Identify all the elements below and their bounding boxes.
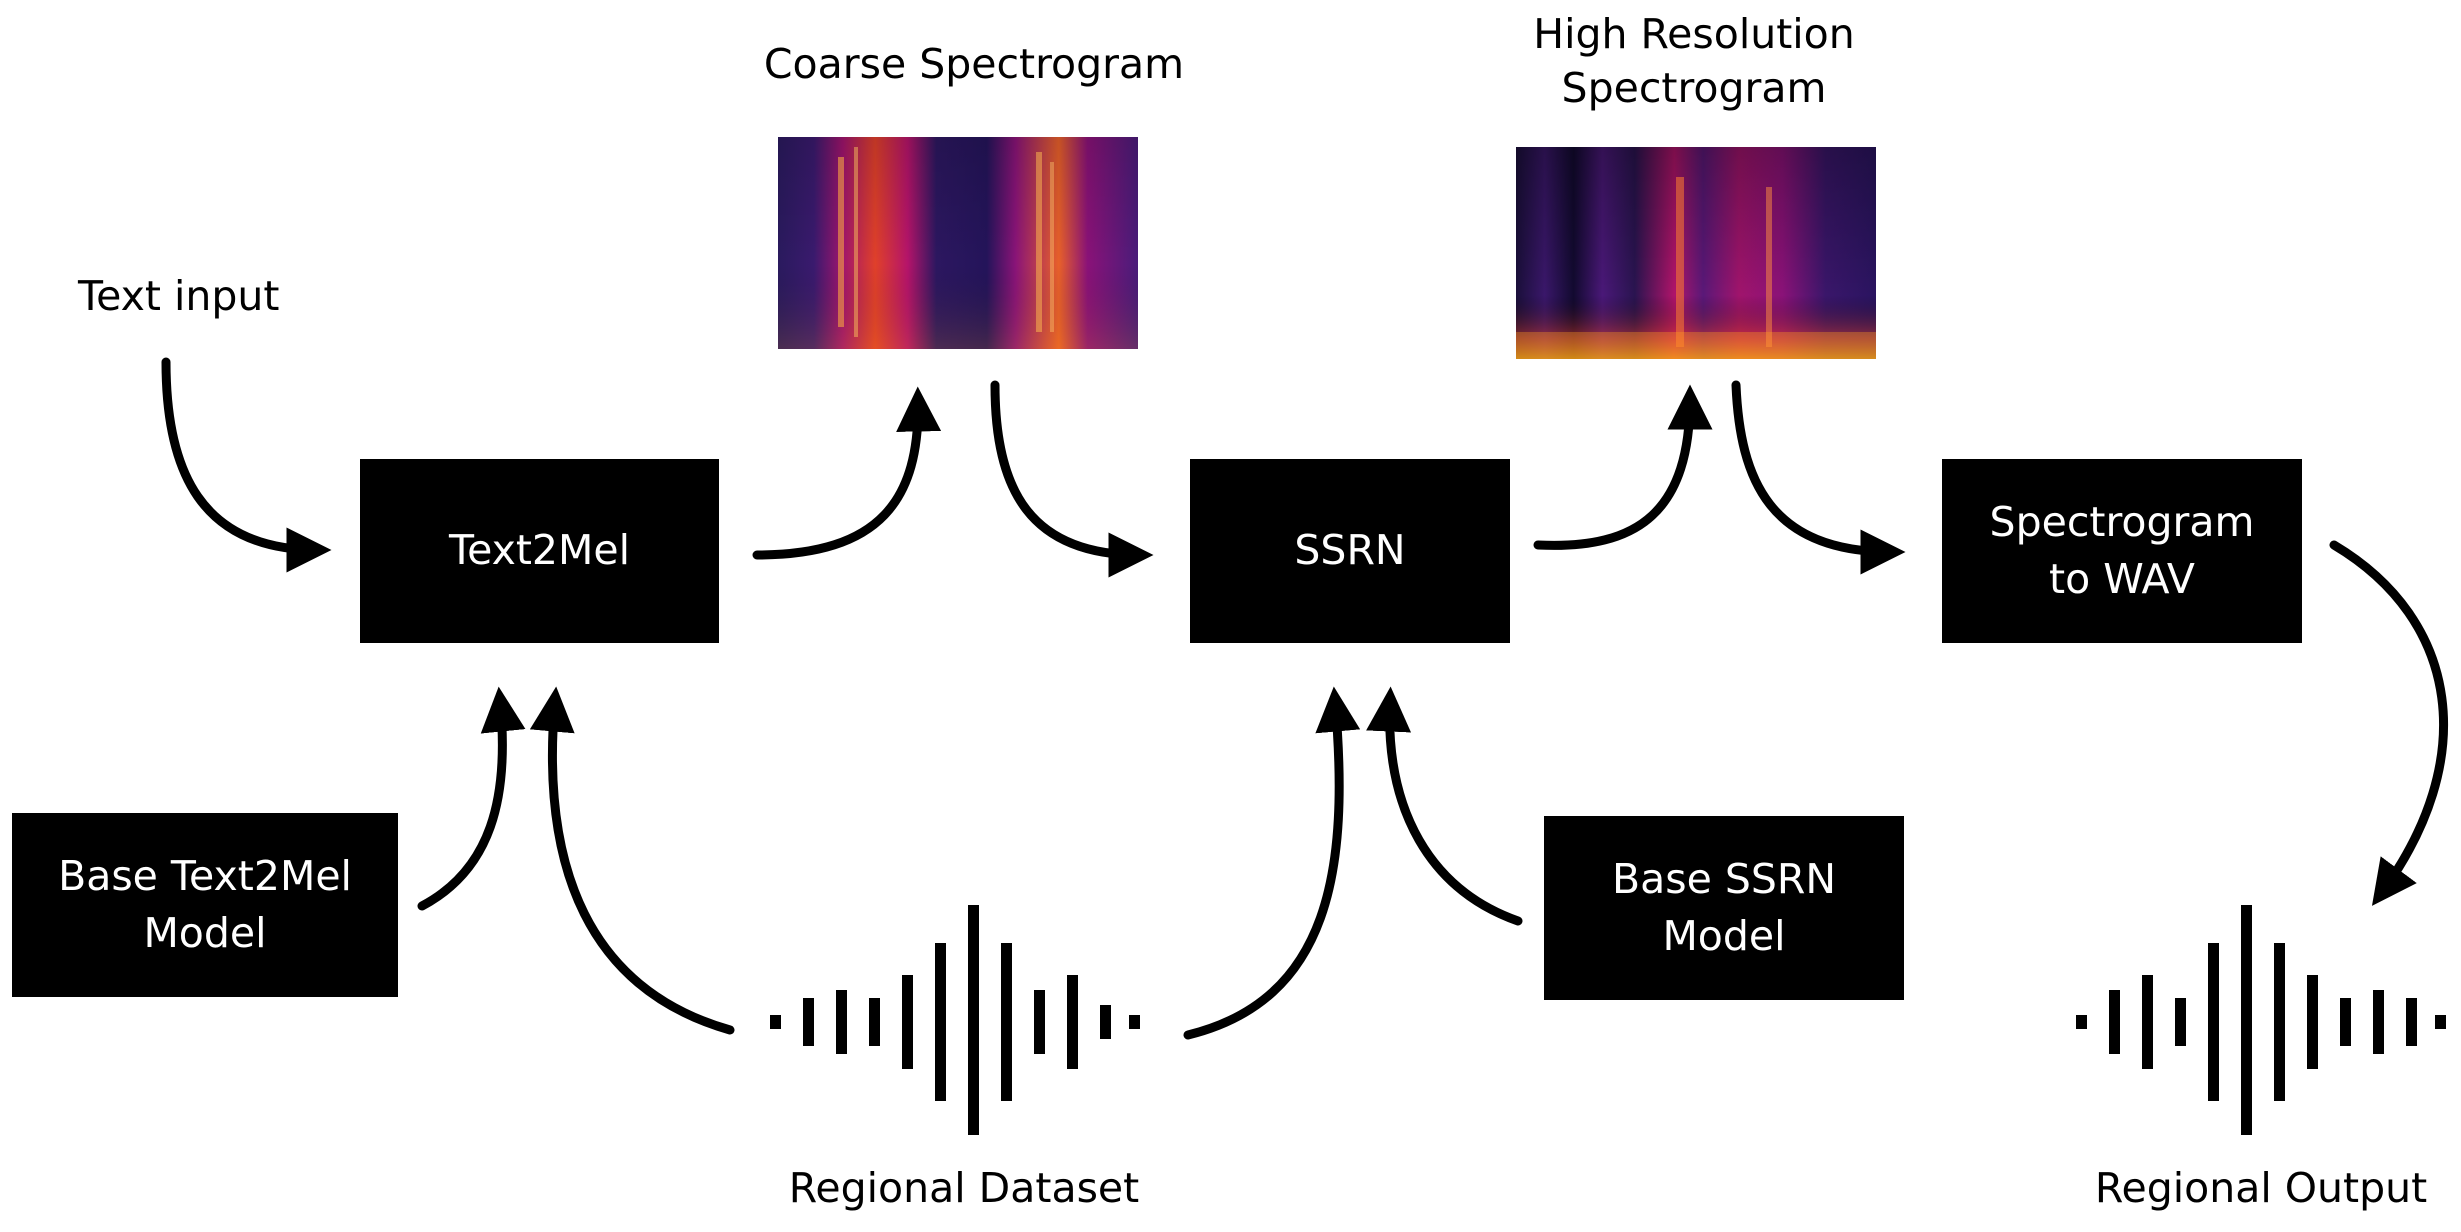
regional-dataset-waveform-icon [770, 905, 1140, 1135]
arrow-dataset-to-text2mel [529, 686, 735, 1035]
arrow-highres-to-spec2wav [1731, 380, 1906, 575]
text2mel-box: Text2Mel [360, 459, 719, 643]
ssrn-box: SSRN [1190, 459, 1510, 643]
coarse-spectrogram-label: Coarse Spectrogram [763, 40, 1185, 88]
high-res-spectrogram-label-line2: Spectrogram [1561, 64, 1827, 112]
regional-output-waveform-icon [2076, 905, 2446, 1135]
high-res-spectrogram-label-line1: High Resolution [1533, 10, 1855, 58]
spectrogram-to-wav-box: Spectrogram to WAV [1942, 459, 2302, 643]
high-resolution-spectrogram-image [1516, 147, 1876, 359]
regional-output-label: Regional Output [2094, 1164, 2428, 1212]
arrow-base-ssrn-to-ssrn [1366, 686, 1523, 926]
arrow-coarse-to-ssrn [990, 380, 1154, 578]
arrow-text-input-to-text2mel [161, 357, 332, 573]
text-input-label: Text input [78, 272, 280, 320]
arrow-ssrn-to-highres [1533, 384, 1713, 550]
arrow-base-text2mel-to-text2mel [417, 686, 526, 911]
regional-dataset-label: Regional Dataset [788, 1164, 1140, 1212]
arrow-text2mel-to-coarse [752, 386, 942, 560]
base-ssrn-model-box: Base SSRN Model [1544, 816, 1904, 1000]
coarse-spectrogram-image [778, 137, 1138, 349]
base-text2mel-model-box: Base Text2Mel Model [12, 813, 398, 997]
arrow-spec2wav-to-output [2329, 540, 2448, 906]
arrow-dataset-to-ssrn [1183, 686, 1361, 1040]
